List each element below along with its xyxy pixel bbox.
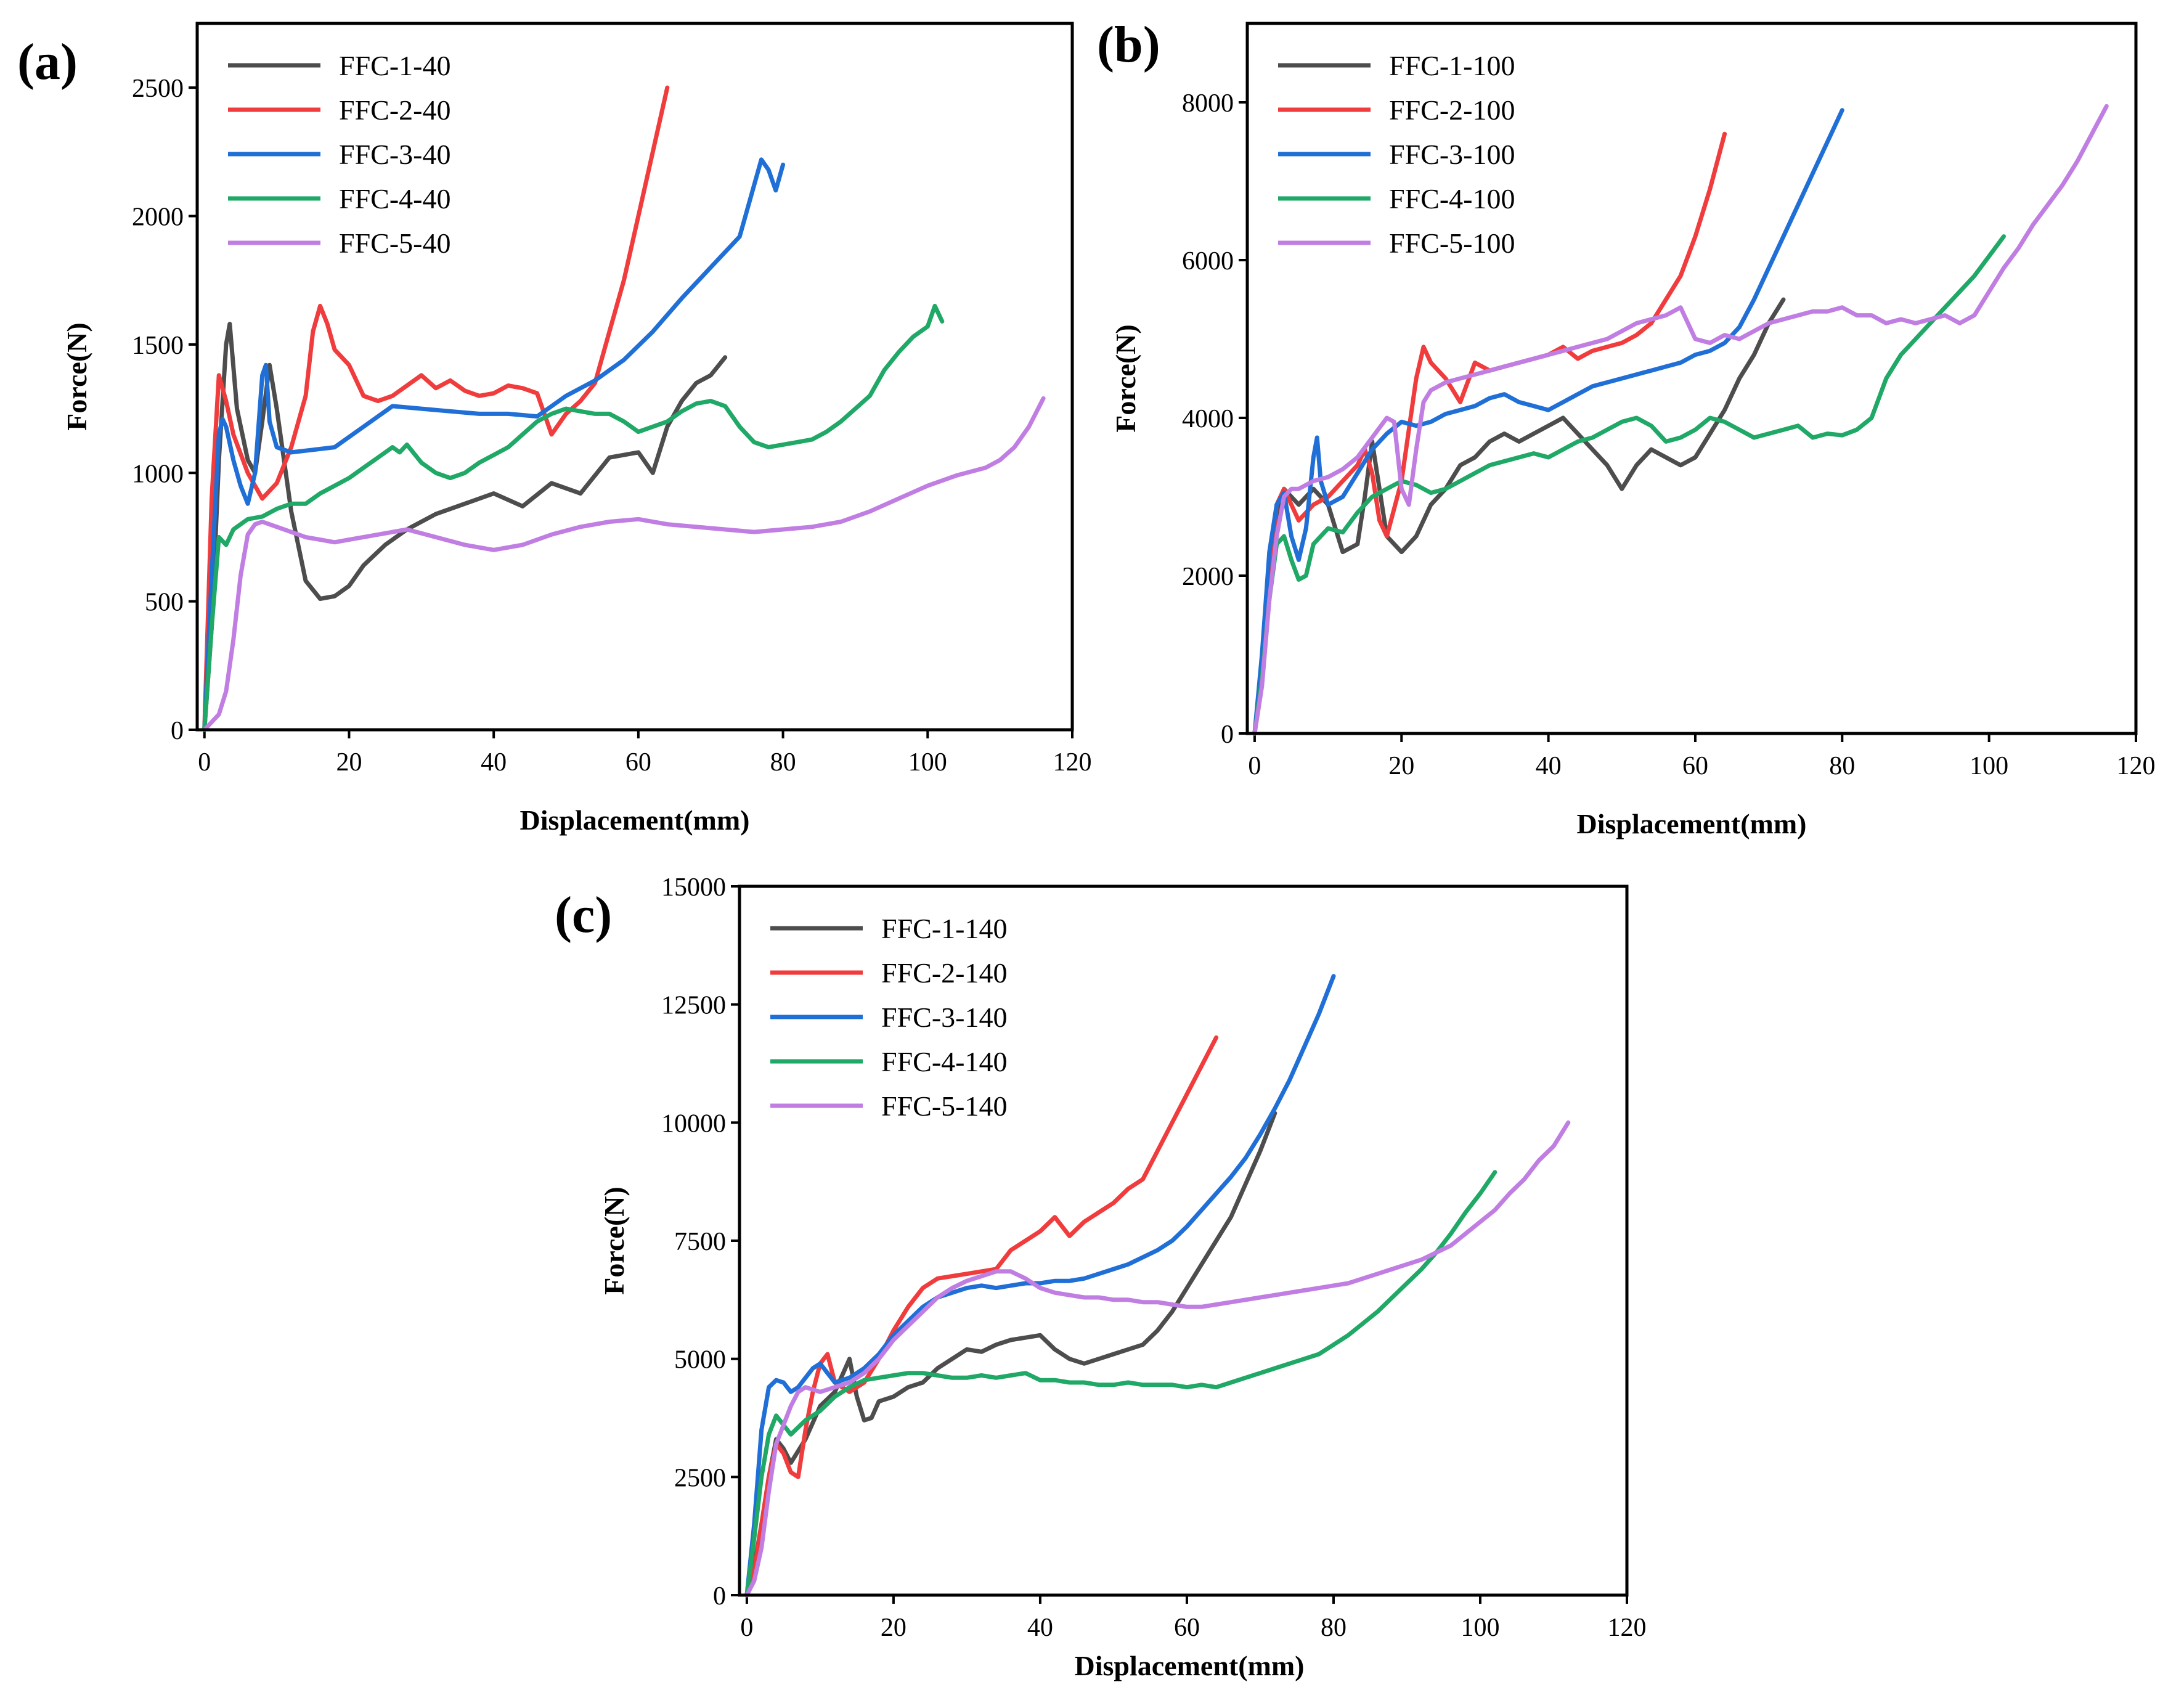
panel-c-x-tick-label: 20: [881, 1614, 907, 1642]
panel-c-y-tick-label: 15000: [661, 873, 726, 902]
legend-label-ffc-5-140: FFC-5-140: [881, 1090, 1007, 1122]
panel-b-series: [1252, 104, 2109, 736]
panel-b-y-tick-label: 6000: [1182, 247, 1234, 276]
panel-b-x-tick-label: 0: [1248, 752, 1261, 780]
series-ffc-2-140: [744, 1035, 1219, 1598]
series-ffc-4-40: [202, 303, 945, 732]
panel-b-y-tick-label: 4000: [1182, 405, 1234, 433]
series-ffc-5-140: [744, 1120, 1571, 1598]
legend-label-ffc-4-100: FFC-4-100: [1389, 183, 1515, 214]
panel-b-y-axis-title: Force(N): [1110, 324, 1141, 432]
panel-c-y-tick-label: 5000: [674, 1346, 726, 1374]
legend-label-ffc-3-100: FFC-3-100: [1389, 139, 1515, 170]
panel-b-plot-frame: [1245, 22, 2138, 735]
series-ffc-4-100: [1252, 234, 2006, 736]
legend-label-ffc-2-40: FFC-2-40: [339, 94, 450, 126]
panel-c-y-tick-label: 0: [713, 1582, 726, 1611]
legend-label-ffc-3-40: FFC-3-40: [339, 139, 450, 170]
panel-a-x-tick-label: 20: [336, 748, 362, 777]
panel-a-plot-frame: [195, 22, 1074, 732]
panel-a: (a) 0 20 40 60 80 100 12005001000150020002500 …: [17, 22, 1092, 836]
legend-label-ffc-1-40: FFC-1-40: [339, 50, 450, 81]
legend-label-ffc-3-140: FFC-3-140: [881, 1002, 1007, 1033]
panel-a-y-axis-title: Force(N): [61, 322, 92, 430]
panel-c-y-tick-label: 12500: [661, 992, 726, 1020]
series-ffc-3-40: [202, 157, 786, 732]
legend-label-ffc-4-40: FFC-4-40: [339, 183, 450, 214]
panel-c-letter: (c): [555, 886, 612, 944]
legend-label-ffc-5-100: FFC-5-100: [1389, 227, 1515, 259]
panel-c-y-axis-title: Force(N): [598, 1186, 630, 1294]
panel-b-x-tick-label: 100: [1970, 752, 2008, 780]
legend-label-ffc-1-140: FFC-1-140: [881, 913, 1007, 944]
panel-b-x-tick-label: 80: [1829, 752, 1855, 780]
panel-c-x-tick-label: 60: [1174, 1614, 1200, 1642]
panel-a-series: [202, 85, 1046, 732]
panel-a-x-tick-label: 60: [625, 748, 651, 777]
panel-c-x-axis-title: Displacement(mm): [1074, 1650, 1304, 1681]
panel-c-y-tick-label: 7500: [674, 1228, 726, 1256]
panel-b-y-tick-label: 0: [1221, 721, 1234, 749]
series-ffc-1-40: [202, 322, 728, 732]
panel-b-y-tick-label: 2000: [1182, 563, 1234, 591]
panel-c-x-tick-label: 0: [740, 1614, 753, 1642]
panel-b-x-tick-label: 40: [1536, 752, 1562, 780]
panel-c-ticks: 0 20 40 60 80 100 120 0 2500 5000 7500 10000 12500 15…: [661, 873, 1647, 1642]
panel-a-y-tick-label: 1500: [132, 332, 184, 360]
panel-a-y-tick-label: 0: [171, 717, 184, 745]
panel-c-legend: FFC-1-140 FFC-2-140 FFC-3-140 FFC-4-140 FFC-…: [770, 913, 1007, 1122]
panel-c: (c) 0 20 40 60 80 100 120 0 2500 5000 7500 10000 125…: [555, 873, 1647, 1681]
panel-b-letter: (b): [1097, 16, 1160, 73]
legend-label-ffc-4-140: FFC-4-140: [881, 1046, 1007, 1077]
panel-c-y-tick-label: 10000: [661, 1109, 726, 1138]
panel-a-y-tick-label: 2500: [132, 75, 184, 103]
panel-b-x-tick-label: 60: [1682, 752, 1708, 780]
series-ffc-4-140: [744, 1170, 1497, 1598]
panel-c-x-tick-label: 120: [1608, 1614, 1647, 1642]
panel-a-x-tick-label: 120: [1053, 748, 1092, 777]
series-ffc-2-100: [1252, 131, 1727, 736]
legend-label-ffc-5-40: FFC-5-40: [339, 227, 450, 259]
panel-c-x-tick-label: 80: [1321, 1614, 1347, 1642]
legend-label-ffc-2-140: FFC-2-140: [881, 957, 1007, 989]
panel-b-x-tick-label: 20: [1388, 752, 1414, 780]
legend-label-ffc-2-100: FFC-2-100: [1389, 94, 1515, 126]
series-ffc-3-100: [1252, 108, 1844, 736]
panel-c-x-tick-label: 40: [1027, 1614, 1053, 1642]
panel-a-ticks: 0 20 40 60 80 100 120 0 500 1000 1500 2000 2500: [132, 75, 1092, 777]
series-ffc-2-40: [202, 85, 670, 732]
panel-b-y-tick-label: 8000: [1182, 89, 1234, 118]
panel-c-plot-frame: [738, 884, 1629, 1597]
panel-a-y-tick-label: 500: [145, 589, 184, 617]
panel-b-legend: FFC-1-100 FFC-2-100 FFC-3-100 FFC-4-100 FFC-…: [1278, 50, 1515, 259]
panel-c-series: [744, 974, 1571, 1598]
panel-a-x-tick-label: 100: [908, 748, 947, 777]
panel-b-ticks: 0 20 40 60 80 100 120 0 2000 4000 6000 8000: [1182, 89, 2156, 780]
panel-b-x-axis-title: Displacement(mm): [1576, 808, 1806, 839]
panel-a-legend: FFC-1-40 FFC-2-40 FFC-3-40 FFC-4-40 FFC-5-40: [228, 50, 450, 259]
panel-a-letter: (a): [17, 33, 78, 91]
series-ffc-3-140: [744, 974, 1336, 1598]
panel-c-y-tick-label: 2500: [674, 1464, 726, 1492]
panel-a-y-tick-label: 1000: [132, 460, 184, 488]
panel-c-x-tick-label: 100: [1461, 1614, 1499, 1642]
panel-b-x-tick-label: 120: [2117, 752, 2156, 780]
series-ffc-5-40: [202, 396, 1046, 732]
panel-b: (b) 0 20 40 60 80 100 120 0 2000 4000 6000 8000 Dis…: [1097, 16, 2156, 839]
series-ffc-5-100: [1252, 104, 2109, 736]
panel-a-x-axis-title: Displacement(mm): [520, 804, 749, 836]
panel-a-y-tick-label: 2000: [132, 203, 184, 232]
legend-label-ffc-1-100: FFC-1-100: [1389, 50, 1515, 81]
panel-a-x-tick-label: 80: [770, 748, 796, 777]
panel-a-x-tick-label: 40: [481, 748, 507, 777]
panel-a-x-tick-label: 0: [198, 748, 211, 777]
